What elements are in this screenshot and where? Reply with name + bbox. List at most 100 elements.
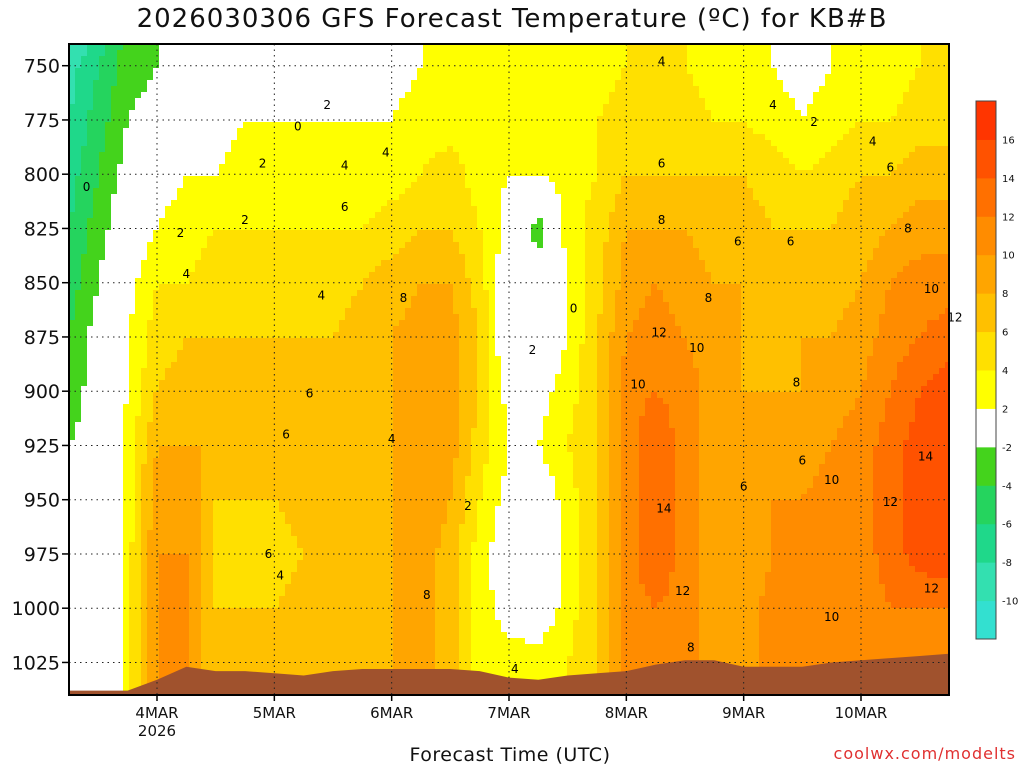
temperature-cell	[339, 80, 346, 87]
temperature-cell	[255, 356, 262, 363]
temperature-cell	[117, 542, 124, 549]
temperature-cell	[159, 626, 166, 633]
temperature-cell	[291, 458, 298, 465]
temperature-cell	[153, 152, 160, 159]
temperature-cell	[99, 464, 106, 471]
temperature-cell	[219, 494, 226, 501]
temperature-cell	[117, 488, 124, 495]
temperature-cell	[339, 482, 346, 489]
temperature-cell	[111, 272, 118, 279]
temperature-cell	[225, 560, 232, 567]
temperature-cell	[159, 560, 166, 567]
temperature-cell	[87, 92, 94, 99]
temperature-cell	[147, 434, 154, 441]
temperature-cell	[333, 128, 340, 135]
temperature-cell	[159, 62, 166, 69]
temperature-cell	[249, 500, 256, 507]
temperature-cell	[87, 164, 94, 171]
temperature-cell	[315, 74, 322, 81]
temperature-cell	[309, 566, 316, 573]
temperature-cell	[135, 74, 142, 81]
temperature-cell	[171, 380, 178, 387]
temperature-cell	[171, 656, 178, 663]
temperature-cell	[195, 296, 202, 303]
temperature-cell	[117, 260, 124, 267]
temperature-cell	[87, 56, 94, 63]
temperature-cell	[135, 248, 142, 255]
temperature-cell	[123, 116, 130, 123]
temperature-cell	[129, 374, 136, 381]
temperature-cell	[135, 572, 142, 579]
temperature-cell	[123, 200, 130, 207]
temperature-cell	[111, 488, 118, 495]
temperature-cell	[81, 104, 88, 111]
temperature-cell	[279, 668, 286, 675]
temperature-cell	[327, 218, 334, 225]
temperature-cell	[291, 128, 298, 135]
temperature-cell	[339, 86, 346, 93]
temperature-cell	[273, 266, 280, 273]
temperature-cell	[255, 272, 262, 279]
temperature-cell	[303, 86, 310, 93]
temperature-cell	[231, 476, 238, 483]
temperature-cell	[291, 134, 298, 141]
temperature-cell	[99, 308, 106, 315]
temperature-cell	[315, 278, 322, 285]
temperature-cell	[99, 128, 106, 135]
temperature-cell	[153, 392, 160, 399]
temperature-cell	[255, 608, 262, 615]
temperature-cell	[141, 284, 148, 291]
temperature-cell	[219, 230, 226, 237]
temperature-cell	[99, 332, 106, 339]
temperature-cell	[303, 470, 310, 477]
temperature-cell	[201, 548, 208, 555]
temperature-cell	[123, 338, 130, 345]
temperature-cell	[87, 260, 94, 267]
temperature-cell	[207, 44, 214, 51]
temperature-cell	[165, 212, 172, 219]
temperature-cell	[105, 434, 112, 441]
temperature-cell	[141, 626, 148, 633]
temperature-cell	[219, 404, 226, 411]
temperature-cell	[141, 596, 148, 603]
temperature-cell	[267, 458, 274, 465]
temperature-cell	[195, 548, 202, 555]
temperature-cell	[249, 308, 256, 315]
temperature-cell	[231, 332, 238, 339]
temperature-cell	[195, 212, 202, 219]
temperature-cell	[153, 578, 160, 585]
temperature-cell	[111, 458, 118, 465]
temperature-cell	[141, 290, 148, 297]
temperature-cell	[339, 506, 346, 513]
temperature-cell	[267, 536, 274, 543]
temperature-cell	[291, 428, 298, 435]
temperature-cell	[231, 470, 238, 477]
temperature-cell	[339, 194, 346, 201]
temperature-cell	[261, 110, 268, 117]
temperature-cell	[249, 626, 256, 633]
temperature-cell	[201, 110, 208, 117]
temperature-cell	[231, 188, 238, 195]
temperature-cell	[297, 128, 304, 135]
temperature-cell	[189, 506, 196, 513]
temperature-cell	[87, 296, 94, 303]
temperature-cell	[273, 320, 280, 327]
temperature-cell	[327, 356, 334, 363]
temperature-cell	[159, 134, 166, 141]
temperature-cell	[87, 350, 94, 357]
temperature-cell	[273, 110, 280, 117]
temperature-cell	[141, 446, 148, 453]
temperature-cell	[87, 140, 94, 147]
temperature-cell	[279, 614, 286, 621]
temperature-cell	[333, 176, 340, 183]
temperature-cell	[165, 314, 172, 321]
temperature-cell	[69, 536, 76, 543]
temperature-cell	[153, 524, 160, 531]
temperature-cell	[273, 668, 280, 675]
temperature-cell	[141, 488, 148, 495]
temperature-cell	[225, 542, 232, 549]
temperature-cell	[249, 200, 256, 207]
temperature-cell	[207, 206, 214, 213]
temperature-cell	[99, 386, 106, 393]
temperature-cell	[273, 218, 280, 225]
